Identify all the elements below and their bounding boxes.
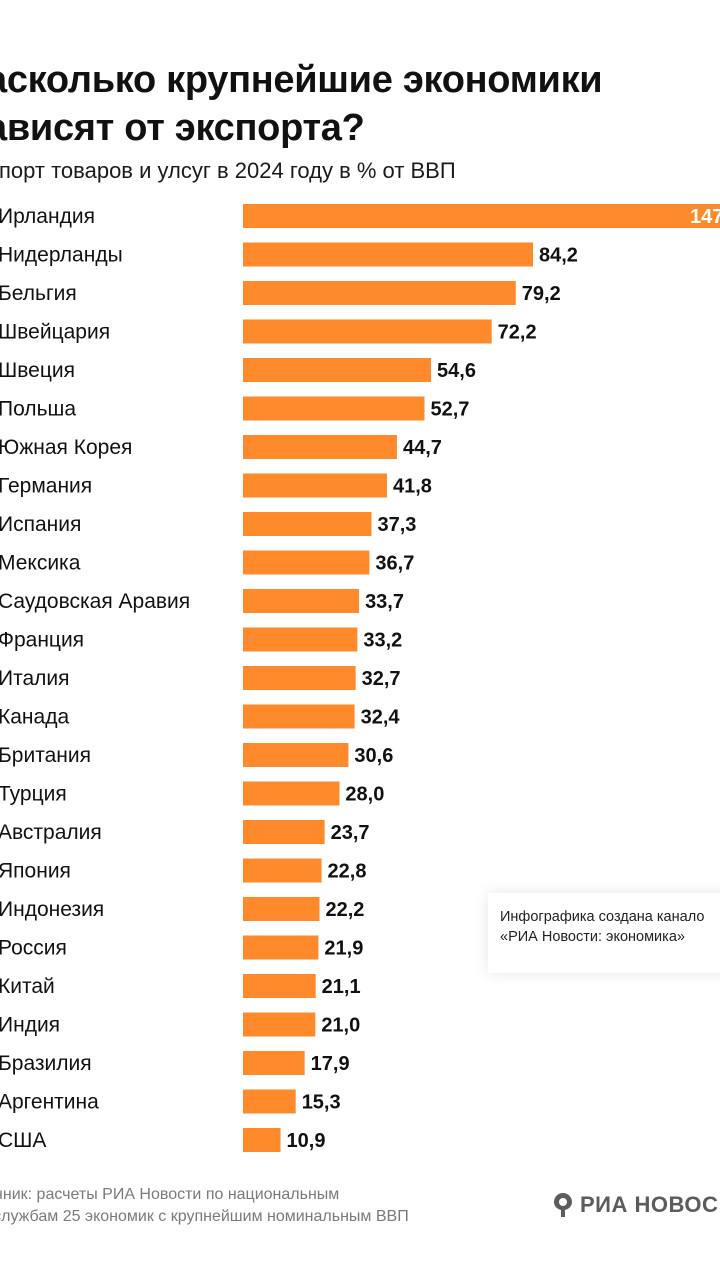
bar: [243, 1128, 281, 1152]
bar: [243, 473, 387, 498]
value-label: 33,7: [365, 591, 404, 613]
category-label: Ирландия: [0, 205, 95, 228]
bar: [243, 1012, 316, 1037]
source-line-2: тслужбам 25 экономик с крупнейшим номина…: [0, 1208, 409, 1225]
bar: [243, 935, 319, 960]
bar: [243, 435, 397, 459]
ria-logo-icon: [554, 1193, 572, 1217]
value-label: 41,8: [393, 476, 432, 498]
value-label: 22,2: [325, 899, 364, 921]
value-label: 10,9: [287, 1130, 326, 1152]
bar: [243, 820, 325, 844]
bar: [243, 358, 432, 382]
value-label: 147: [690, 206, 720, 228]
bar: [243, 512, 372, 536]
bar: [243, 627, 358, 652]
category-label: Индия: [0, 1014, 60, 1037]
value-label: 52,7: [431, 399, 470, 421]
source-line-1: очник: расчеты РИА Новости по национальн…: [0, 1186, 340, 1203]
bar: [243, 897, 320, 921]
category-label: Британия: [0, 744, 91, 767]
bar: [243, 319, 492, 344]
bar: [243, 858, 322, 883]
value-label: 84,2: [539, 245, 578, 267]
category-label: Нидерланды: [0, 244, 123, 267]
category-label: Турция: [0, 783, 67, 806]
category-label: Россия: [0, 937, 67, 960]
value-label: 15,3: [302, 1092, 341, 1114]
value-label: 23,7: [331, 822, 370, 844]
bar: [243, 204, 720, 228]
value-label: 17,9: [311, 1053, 350, 1075]
value-label: 33,2: [363, 630, 402, 652]
value-label: 22,8: [328, 861, 367, 883]
value-label: 79,2: [522, 283, 561, 305]
source-note: очник: расчеты РИА Новости по национальн…: [0, 1184, 409, 1228]
category-label: Германия: [0, 475, 92, 498]
bar: [243, 666, 356, 690]
bar: [243, 781, 340, 806]
value-label: 30,6: [354, 745, 393, 767]
value-label: 21,9: [324, 938, 363, 960]
value-label: 21,1: [322, 976, 361, 998]
category-label: Канада: [0, 706, 69, 729]
chart-title-line-1: асколько крупнейшие экономики: [0, 59, 603, 101]
category-label: Швеция: [0, 359, 75, 382]
credit-line-2: «РИА Новости: экономика»: [500, 929, 685, 945]
category-label: Австралия: [0, 821, 102, 844]
category-label: Италия: [0, 667, 70, 690]
category-label: Франция: [0, 629, 84, 652]
credit-box: Инфографика создана канало «РИА Новости:…: [488, 893, 720, 973]
category-label: Китай: [0, 975, 55, 998]
value-label: 21,0: [321, 1015, 360, 1037]
ria-logo: РИА НОВОС: [552, 1190, 718, 1220]
chart-subtitle: спорт товаров и улсуг в 2024 году в % от…: [0, 158, 456, 183]
value-label: 37,3: [377, 514, 416, 536]
category-label: Бразилия: [0, 1052, 92, 1075]
value-label: 28,0: [345, 784, 384, 806]
value-label: 36,7: [375, 553, 414, 575]
bar: [243, 704, 355, 729]
value-label: 44,7: [403, 437, 442, 459]
category-label: Мексика: [0, 552, 81, 575]
bar: [243, 743, 349, 767]
value-label: 32,4: [361, 707, 401, 729]
bar-chart: Ирландия 147 Нидерланды 84,2 Бельгия 79,2 Швей…: [0, 204, 720, 1152]
category-label: Бельгия: [0, 282, 77, 305]
value-label: 54,6: [437, 360, 476, 382]
bar: [243, 550, 370, 575]
chart-title-line-2: ависят от экспорта?: [0, 107, 365, 149]
credit-line-1: Инфографика создана канало: [500, 909, 705, 925]
bar: [243, 1089, 296, 1114]
ria-logo-text: РИА НОВОС: [580, 1192, 719, 1217]
bar: [243, 974, 316, 998]
category-label: Польша: [0, 398, 76, 421]
bar: [243, 1051, 305, 1075]
category-label: США: [0, 1129, 46, 1152]
category-label: Испания: [0, 513, 81, 536]
category-label: Индонезия: [0, 898, 104, 921]
category-label: Саудовская Аравия: [0, 590, 190, 613]
value-label: 72,2: [498, 322, 537, 344]
bar: [243, 589, 360, 613]
category-label: Япония: [0, 860, 71, 883]
category-label: Аргентина: [0, 1091, 99, 1114]
chart-title: асколько крупнейшие экономики ависят от …: [0, 56, 720, 152]
category-label: Южная Корея: [0, 436, 132, 459]
value-label: 32,7: [362, 668, 401, 690]
category-label: Швейцария: [0, 321, 110, 344]
bar: [243, 396, 425, 421]
bar: [243, 242, 533, 267]
bar: [243, 281, 516, 305]
